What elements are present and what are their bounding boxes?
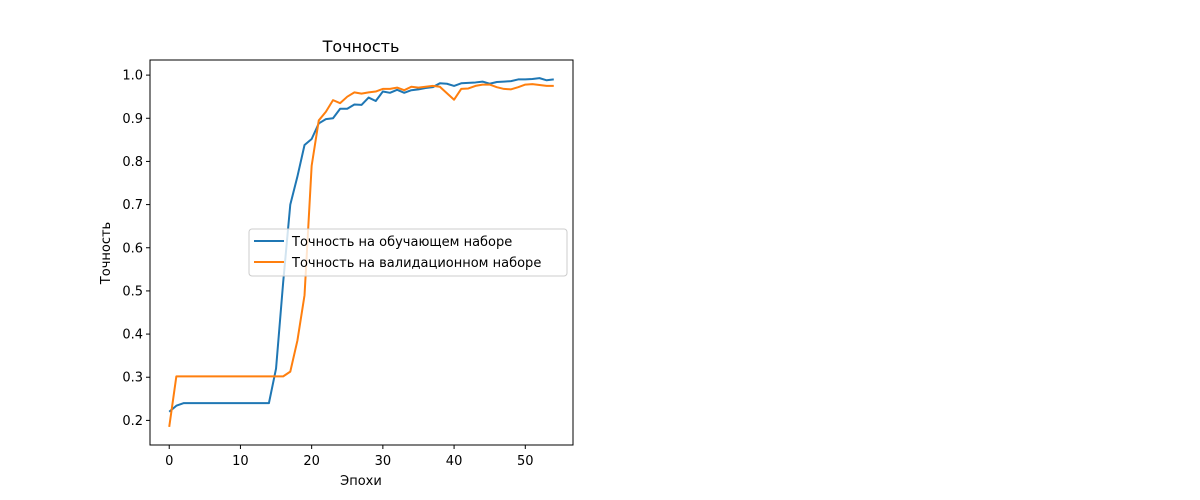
- legend-label-train: Точность на обучающем наборе: [291, 235, 512, 250]
- y-tick-label: 0.7: [122, 198, 143, 213]
- x-tick-label: 30: [375, 454, 392, 469]
- plot-area: [168, 77, 554, 428]
- legend-box: [248, 228, 568, 277]
- x-axis: 0 10 20 30 40 50: [165, 445, 534, 469]
- x-tick-label: 40: [446, 454, 463, 469]
- y-tick-label: 0.5: [122, 284, 143, 299]
- y-axis: 0.2 0.3 0.4 0.5 0.6 0.7 0.8 0.9 1.0: [122, 69, 150, 429]
- y-tick-label: 0.3: [122, 371, 143, 386]
- legend-label-validation: Точность на валидационном наборе: [291, 256, 541, 271]
- x-tick-label: 0: [165, 454, 173, 469]
- y-tick-label: 0.8: [122, 155, 143, 170]
- legend: Точность на обучающем наборе Точность на…: [248, 228, 568, 277]
- x-tick-label: 20: [303, 454, 320, 469]
- series-line-validation: [168, 83, 554, 428]
- y-tick-label: 0.6: [122, 241, 143, 256]
- axes-frame: [149, 59, 574, 446]
- y-tick-label: 1.0: [122, 69, 143, 84]
- x-axis-label: Эпохи: [340, 474, 382, 489]
- y-tick-label: 0.9: [122, 112, 143, 127]
- x-tick-label: 10: [232, 454, 249, 469]
- y-tick-label: 0.4: [122, 328, 143, 343]
- y-axis-label: Точность: [99, 222, 114, 285]
- chart-title: Точность: [322, 37, 400, 56]
- x-tick-label: 50: [517, 454, 534, 469]
- y-tick-label: 0.2: [122, 414, 143, 429]
